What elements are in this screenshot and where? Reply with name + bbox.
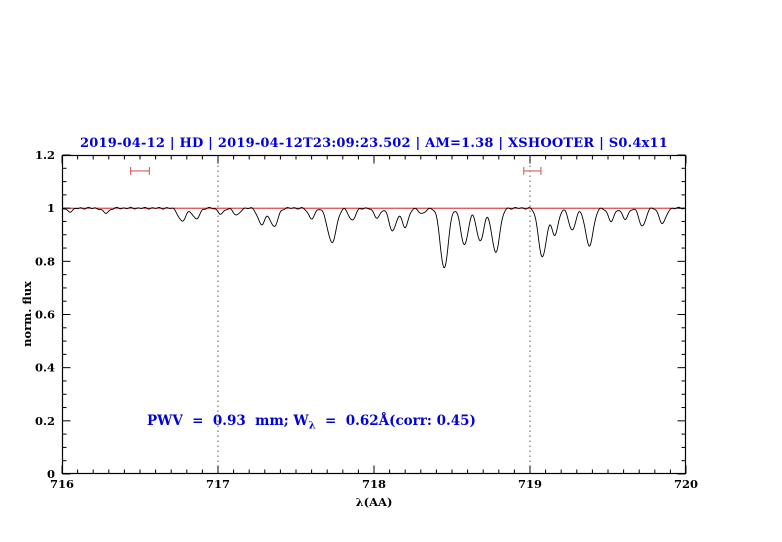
plot-title: 2019-04-12 | HD | 2019-04-12T23:09:23.50…: [79, 136, 669, 151]
y-tick-label: 0.8: [35, 254, 55, 268]
y-axis-label: norm. flux: [20, 281, 34, 347]
x-tick-label: 717: [206, 477, 230, 491]
pwv-annotation-pre: PWV = 0.93 mm; W: [147, 413, 309, 429]
x-tick-label: 718: [362, 477, 386, 491]
pwv-annotation-sub: λ: [308, 420, 316, 432]
pwv-annotation: PWV = 0.93 mm; Wλ = 0.62Å(corr: 0.45): [147, 413, 476, 432]
y-tick-label: 0.2: [35, 414, 55, 428]
spectrum-plot: 716 717 718 719 720 0 0.2 0.4 0.6 0.8 1 1.2: [35, 148, 698, 491]
y-tick-label: 1: [47, 201, 55, 215]
pwv-annotation-post: = 0.62Å(corr: 0.45): [315, 413, 476, 429]
x-tick-label: 716: [50, 477, 74, 491]
y-tick-label: 0.4: [35, 361, 55, 375]
x-axis-label: λ(AA): [355, 495, 393, 509]
x-tick-label: 720: [674, 477, 698, 491]
y-tick-label: 0: [47, 467, 55, 481]
y-tick-label: 1.2: [35, 148, 55, 162]
spectrum-line: [61, 206, 687, 269]
y-tick-label: 0.6: [35, 308, 55, 322]
x-tick-label: 719: [518, 477, 542, 491]
